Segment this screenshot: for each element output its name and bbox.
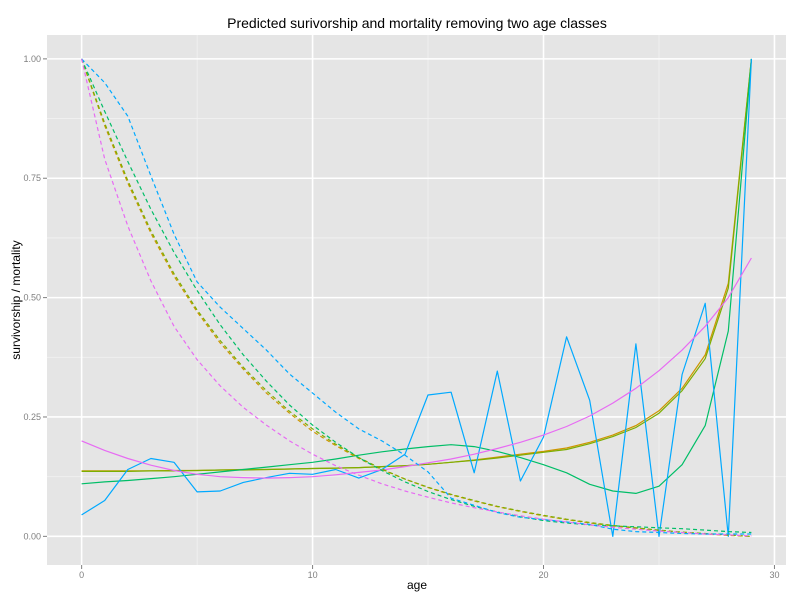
x-tick-label: 0 xyxy=(79,570,84,580)
survivorship-line-9 xyxy=(81,58,752,535)
series-lines xyxy=(81,58,752,538)
y-tick-label: 0.25 xyxy=(23,412,41,422)
x-tick-label: 30 xyxy=(769,570,779,580)
plot-panel xyxy=(47,35,786,565)
x-axis-title: age xyxy=(407,578,427,592)
axis-ticks: 0 10 20 30 0.00 0.25 0.50 0.75 1.00 xyxy=(23,54,779,580)
mortality-line-3 xyxy=(81,58,752,494)
survivorship-line-7 xyxy=(81,58,752,537)
y-tick-label: 1.00 xyxy=(23,54,41,64)
survivorship-line-10 xyxy=(81,58,752,537)
chart-title: Predicted surivorship and mortality remo… xyxy=(227,15,607,31)
mortality-line-4 xyxy=(81,58,752,538)
y-tick-label: 0.50 xyxy=(23,293,41,303)
x-tick-label: 10 xyxy=(308,570,318,580)
y-tick-label: 0.00 xyxy=(23,531,41,541)
mortality-line-5 xyxy=(81,257,752,479)
y-axis-title: survivorship / mortality xyxy=(9,240,23,359)
major-gridlines xyxy=(47,35,786,565)
y-tick-label: 0.75 xyxy=(23,173,41,183)
survivorship-line-8 xyxy=(81,58,752,534)
x-tick-label: 20 xyxy=(539,570,549,580)
